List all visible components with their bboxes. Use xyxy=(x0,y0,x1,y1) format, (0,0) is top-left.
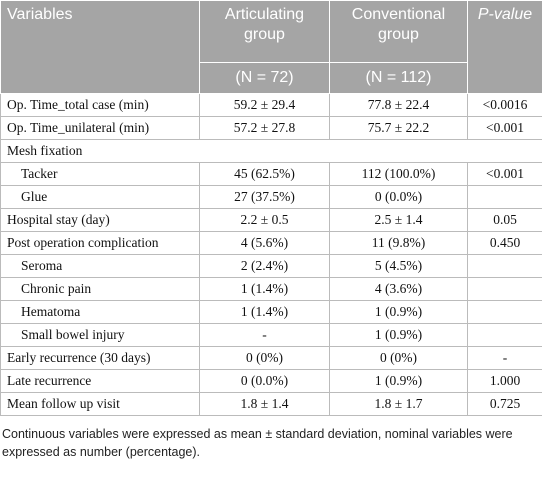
cell: 4 (5.6%) xyxy=(199,231,330,255)
cell: 0 (0.0%) xyxy=(329,185,468,209)
cell: <0.001 xyxy=(467,116,542,140)
data-table: Variables Articulating group Conventiona… xyxy=(0,0,542,416)
row-label: Small bowel injury xyxy=(0,323,200,347)
cell: 2.5 ± 1.4 xyxy=(329,208,468,232)
empty-cell xyxy=(467,323,542,347)
footnote: Continuous variables were expressed as m… xyxy=(2,427,513,459)
cell: 11 (9.8%) xyxy=(329,231,468,255)
table-row: Op. Time_unilateral (min) 57.2 ± 27.8 75.7… xyxy=(0,116,542,140)
cell: 1 (1.4%) xyxy=(199,300,330,324)
empty-cell xyxy=(467,254,542,278)
table-row: Glue 27 (37.5%) 0 (0.0%) xyxy=(0,185,542,209)
header-cell: Variables xyxy=(0,0,200,94)
cell: 45 (62.5%) xyxy=(199,162,330,186)
cell: 5 (4.5%) xyxy=(329,254,468,278)
table-row: Chronic pain 1 (1.4%) 4 (3.6%) xyxy=(0,277,542,301)
cell: 75.7 ± 22.2 xyxy=(329,116,468,140)
cell: 1.8 ± 1.4 xyxy=(199,392,330,416)
row-label: Glue xyxy=(0,185,200,209)
table-row: Mesh fixation xyxy=(0,139,542,163)
cell: 0 (0%) xyxy=(329,346,468,370)
cell: 1.8 ± 1.7 xyxy=(329,392,468,416)
table-row: Hematoma 1 (1.4%) 1 (0.9%) xyxy=(0,300,542,324)
cell: - xyxy=(467,346,542,370)
row-label: Hematoma xyxy=(0,300,200,324)
cell: 59.2 ± 29.4 xyxy=(199,93,330,117)
row-label: Post operation complication xyxy=(0,231,200,255)
header-cell: (N = 72) xyxy=(199,62,330,94)
cell: 0.450 xyxy=(467,231,542,255)
table-row: Seroma 2 (2.4%) 5 (4.5%) xyxy=(0,254,542,278)
header-cell: Conventional group xyxy=(329,0,468,63)
cell: 1 (0.9%) xyxy=(329,369,468,393)
cell: <0.001 xyxy=(467,162,542,186)
cell: 112 (100.0%) xyxy=(329,162,468,186)
table-row: Late recurrence 0 (0.0%) 1 (0.9%) 1.000 xyxy=(0,369,542,393)
table-row: Post operation complication 4 (5.6%) 11 (9… xyxy=(0,231,542,255)
cell: 0.05 xyxy=(467,208,542,232)
row-label: Op. Time_total case (min) xyxy=(0,93,200,117)
row-label: Mean follow up visit xyxy=(0,392,200,416)
cell: 0 (0%) xyxy=(199,346,330,370)
row-label: Seroma xyxy=(0,254,200,278)
table-row: Op. Time_total case (min) 59.2 ± 29.4 77.8… xyxy=(0,93,542,117)
cell: 57.2 ± 27.8 xyxy=(199,116,330,140)
cell: 1.000 xyxy=(467,369,542,393)
cell: <0.0016 xyxy=(467,93,542,117)
cell: 1 (0.9%) xyxy=(329,323,468,347)
table-body: Op. Time_total case (min) 59.2 ± 29.4 77.8… xyxy=(0,93,542,416)
table-row: Tacker 45 (62.5%) 112 (100.0%) <0.001 xyxy=(0,162,542,186)
cell: - xyxy=(199,323,330,347)
header-cell: P-value xyxy=(467,0,542,94)
row-label: Early recurrence (30 days) xyxy=(0,346,200,370)
cell: 4 (3.6%) xyxy=(329,277,468,301)
row-label: Tacker xyxy=(0,162,200,186)
cell: 27 (37.5%) xyxy=(199,185,330,209)
row-label: Mesh fixation xyxy=(0,139,542,163)
cell: 2.2 ± 0.5 xyxy=(199,208,330,232)
empty-cell xyxy=(467,300,542,324)
table-row: Early recurrence (30 days) 0 (0%) 0 (0%) - xyxy=(0,346,542,370)
table-row: Mean follow up visit 1.8 ± 1.4 1.8 ± 1.7 0.… xyxy=(0,392,542,416)
cell: 2 (2.4%) xyxy=(199,254,330,278)
cell: 0.725 xyxy=(467,392,542,416)
table-row: Hospital stay (day) 2.2 ± 0.5 2.5 ± 1.4 0.0… xyxy=(0,208,542,232)
row-label: Hospital stay (day) xyxy=(0,208,200,232)
cell: 77.8 ± 22.4 xyxy=(329,93,468,117)
cell: 1 (1.4%) xyxy=(199,277,330,301)
row-label: Op. Time_unilateral (min) xyxy=(0,116,200,140)
header-cell: (N = 112) xyxy=(329,62,468,94)
empty-cell xyxy=(467,277,542,301)
row-label: Late recurrence xyxy=(0,369,200,393)
row-label: Chronic pain xyxy=(0,277,200,301)
cell: 0 (0.0%) xyxy=(199,369,330,393)
table-row: Small bowel injury -1 (0.9%) xyxy=(0,323,542,347)
empty-cell xyxy=(467,185,542,209)
cell: 1 (0.9%) xyxy=(329,300,468,324)
header-cell: Articulating group xyxy=(199,0,330,63)
